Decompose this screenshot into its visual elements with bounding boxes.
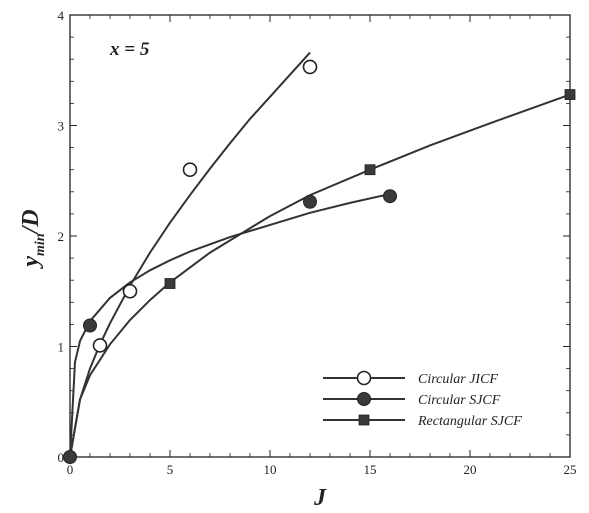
data-point-circular-sjcf <box>83 318 97 333</box>
data-point-circular-jicf <box>92 338 108 353</box>
data-markers-layer <box>63 59 576 464</box>
y-tick-label: 0 <box>58 450 65 465</box>
data-point-circular-sjcf <box>303 194 317 209</box>
y-tick-label: 1 <box>58 340 65 355</box>
fit-curve-circular-sjcf <box>69 193 391 458</box>
data-point-circular-sjcf <box>63 450 77 464</box>
labels-layer: x = 5 J ymin/D 0 5 10 15 20 25 0 1 2 3 4 <box>18 8 577 511</box>
x-axis-label: J <box>313 485 327 511</box>
legend-marker-circular-sjcf <box>357 392 371 406</box>
legend-marker-circular-jicf <box>356 370 372 386</box>
legend: Circular JICF Circular SJCF Rectangular SJ… <box>323 370 522 429</box>
x-tick-label: 25 <box>564 462 577 477</box>
chart-annotation: x = 5 <box>109 39 150 60</box>
x-tick-label: 5 <box>167 462 174 477</box>
data-point-circular-jicf <box>122 283 138 299</box>
data-point-circular-sjcf <box>383 189 397 204</box>
y-tick-label: 4 <box>58 8 65 23</box>
y-axis-label: ymin/D <box>18 209 48 269</box>
y-axis-label-sub: min <box>33 233 48 256</box>
fit-curve-circular-jicf <box>69 51 311 458</box>
plot-frame-layer <box>69 14 571 458</box>
data-point-rectangular-sjcf <box>164 278 176 289</box>
x-tick-label: 20 <box>464 462 477 477</box>
plot-frame <box>69 14 571 458</box>
legend-marker-rectangular-sjcf <box>358 414 370 426</box>
data-point-rectangular-sjcf <box>564 89 576 100</box>
data-point-circular-jicf <box>182 162 198 177</box>
data-point-rectangular-sjcf <box>364 164 376 176</box>
data-point-circular-jicf <box>302 59 318 75</box>
svg-text:ymin/D: ymin/D <box>18 209 48 269</box>
x-tick-label: 15 <box>364 462 377 477</box>
y-tick-label: 2 <box>58 229 65 244</box>
legend-label-circular-sjcf: Circular SJCF <box>418 393 501 408</box>
legend-label-circular-jicf: Circular JICF <box>418 372 498 387</box>
y-axis-label-main: y <box>18 256 44 270</box>
legend-label-rectangular-sjcf: Rectangular SJCF <box>417 414 522 429</box>
x-tick-label: 10 <box>264 462 277 477</box>
fit-curves-layer <box>69 51 571 458</box>
y-tick-label: 3 <box>58 119 65 134</box>
x-tick-label: 0 <box>67 462 74 477</box>
y-axis-label-tail: /D <box>18 209 44 235</box>
fit-curve-rectangular-sjcf <box>69 93 571 458</box>
